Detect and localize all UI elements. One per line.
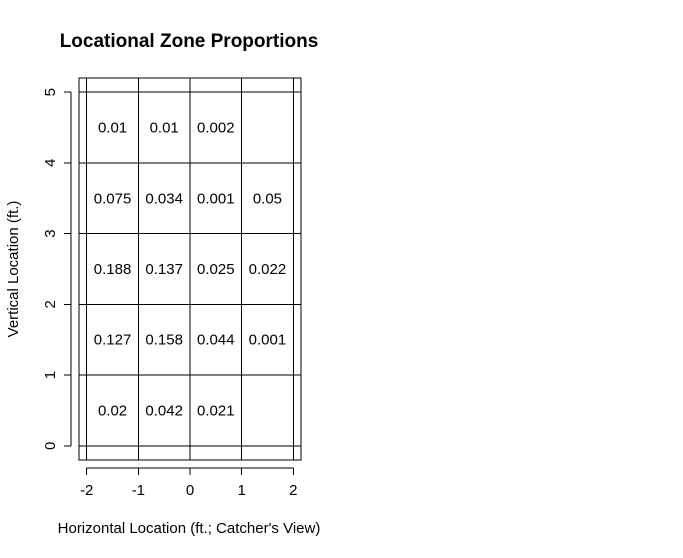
x-tick-label: 2 [289,482,297,499]
y-tick-label: 0 [42,442,59,450]
cell-value-label: 0.02 [98,402,127,419]
cell-value-label: 0.002 [197,120,235,137]
cell-value-label: 0.042 [145,402,183,419]
x-tick-label: 0 [186,482,194,499]
cell-value-label: 0.075 [94,190,132,207]
x-tick-label: 1 [237,482,245,499]
cell-value-label: 0.022 [249,261,287,278]
y-tick-label: 3 [42,229,59,237]
y-tick-label: 2 [42,300,59,308]
grid-lines [79,78,301,460]
plot-border [78,77,302,461]
y-axis-label: Vertical Location (ft.) [5,201,22,338]
cell-value-label: 0.025 [197,261,235,278]
chart-title: Locational Zone Proportions [60,31,319,52]
cell-value-label: 0.044 [197,332,235,349]
cell-value-label: 0.158 [145,332,183,349]
cell-value-label: 0.137 [145,261,183,278]
x-axis: -2 -1 0 1 2 [80,467,297,499]
cell-value-label: 0.021 [197,402,235,419]
y-tick-label: 5 [42,88,59,96]
x-tick-label: -2 [80,482,93,499]
cell-value-label: 0.188 [94,261,132,278]
y-tick-label: 4 [42,159,59,167]
y-axis: 0 1 2 3 4 5 [42,88,72,450]
cell-value-label: 0.034 [145,190,183,207]
cell-value-label: 0.001 [197,190,235,207]
cell-value-label: 0.01 [98,120,127,137]
cell-labels: 0.01 0.01 0.002 0.075 0.034 0.001 0.05 0.188 0.1… [94,120,286,420]
cell-value-label: 0.001 [249,332,287,349]
x-tick-label: -1 [132,482,145,499]
cell-value-label: 0.127 [94,332,132,349]
y-tick-label: 1 [42,371,59,379]
cell-value-label: 0.05 [253,190,282,207]
x-axis-label: Horizontal Location (ft.; Catcher's View… [58,520,321,537]
cell-value-label: 0.01 [150,120,179,137]
